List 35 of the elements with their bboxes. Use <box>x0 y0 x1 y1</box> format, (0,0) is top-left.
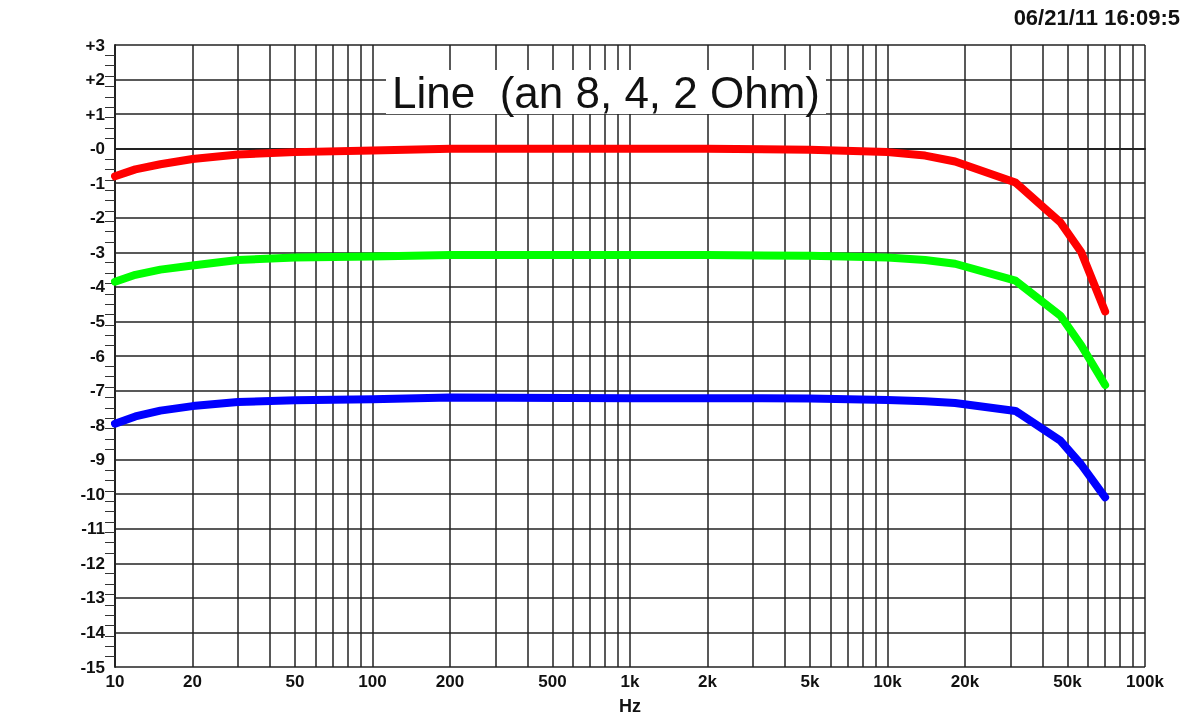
x-tick-label: 2k <box>698 672 718 691</box>
y-tick-label: -0 <box>89 139 105 159</box>
y-tick-label: -14 <box>80 622 106 642</box>
x-tick-label: 20k <box>950 672 980 691</box>
y-tick-label: -6 <box>89 346 105 366</box>
x-tick-label: 100 <box>358 672 387 691</box>
y-tick-label: -8 <box>89 415 105 435</box>
y-tick-label: -10 <box>80 484 105 504</box>
x-axis-title: Hz <box>619 696 641 716</box>
y-tick-label: -7 <box>89 381 105 401</box>
x-tick-label: 50 <box>285 672 305 691</box>
y-tick-label: -3 <box>89 242 105 262</box>
x-tick-label: 10k <box>873 672 903 691</box>
y-tick-label: -11 <box>81 519 105 539</box>
y-tick-label: -2 <box>89 208 105 228</box>
y-tick-label: +3 <box>85 35 105 55</box>
x-tick-label: 20 <box>183 672 202 691</box>
x-tick-label: 10 <box>105 672 125 691</box>
text: 06/21/11 16:09:5 <box>1013 4 1181 30</box>
y-tick-label: -5 <box>89 311 105 331</box>
x-tick-label: 1k <box>620 672 640 691</box>
y-tick-label: -13 <box>80 588 105 608</box>
y-tick-label: -1 <box>89 173 105 193</box>
y-tick-label: -15 <box>80 657 105 677</box>
y-tick-label: -9 <box>89 450 105 470</box>
x-tick-label: 50k <box>1053 672 1083 691</box>
x-tick-label: 200 <box>435 672 465 691</box>
y-tick-label: -12 <box>80 553 105 573</box>
text: Line (an 8, 4, 2 Ohm) <box>392 67 820 117</box>
x-tick-label: 100k <box>1126 672 1165 691</box>
y-tick-label: -4 <box>89 277 106 297</box>
x-tick-label: 5k <box>800 672 820 691</box>
y-tick-label: +1 <box>85 104 105 124</box>
x-tick-label: 500 <box>538 672 567 691</box>
y-tick-label: +2 <box>85 70 105 90</box>
